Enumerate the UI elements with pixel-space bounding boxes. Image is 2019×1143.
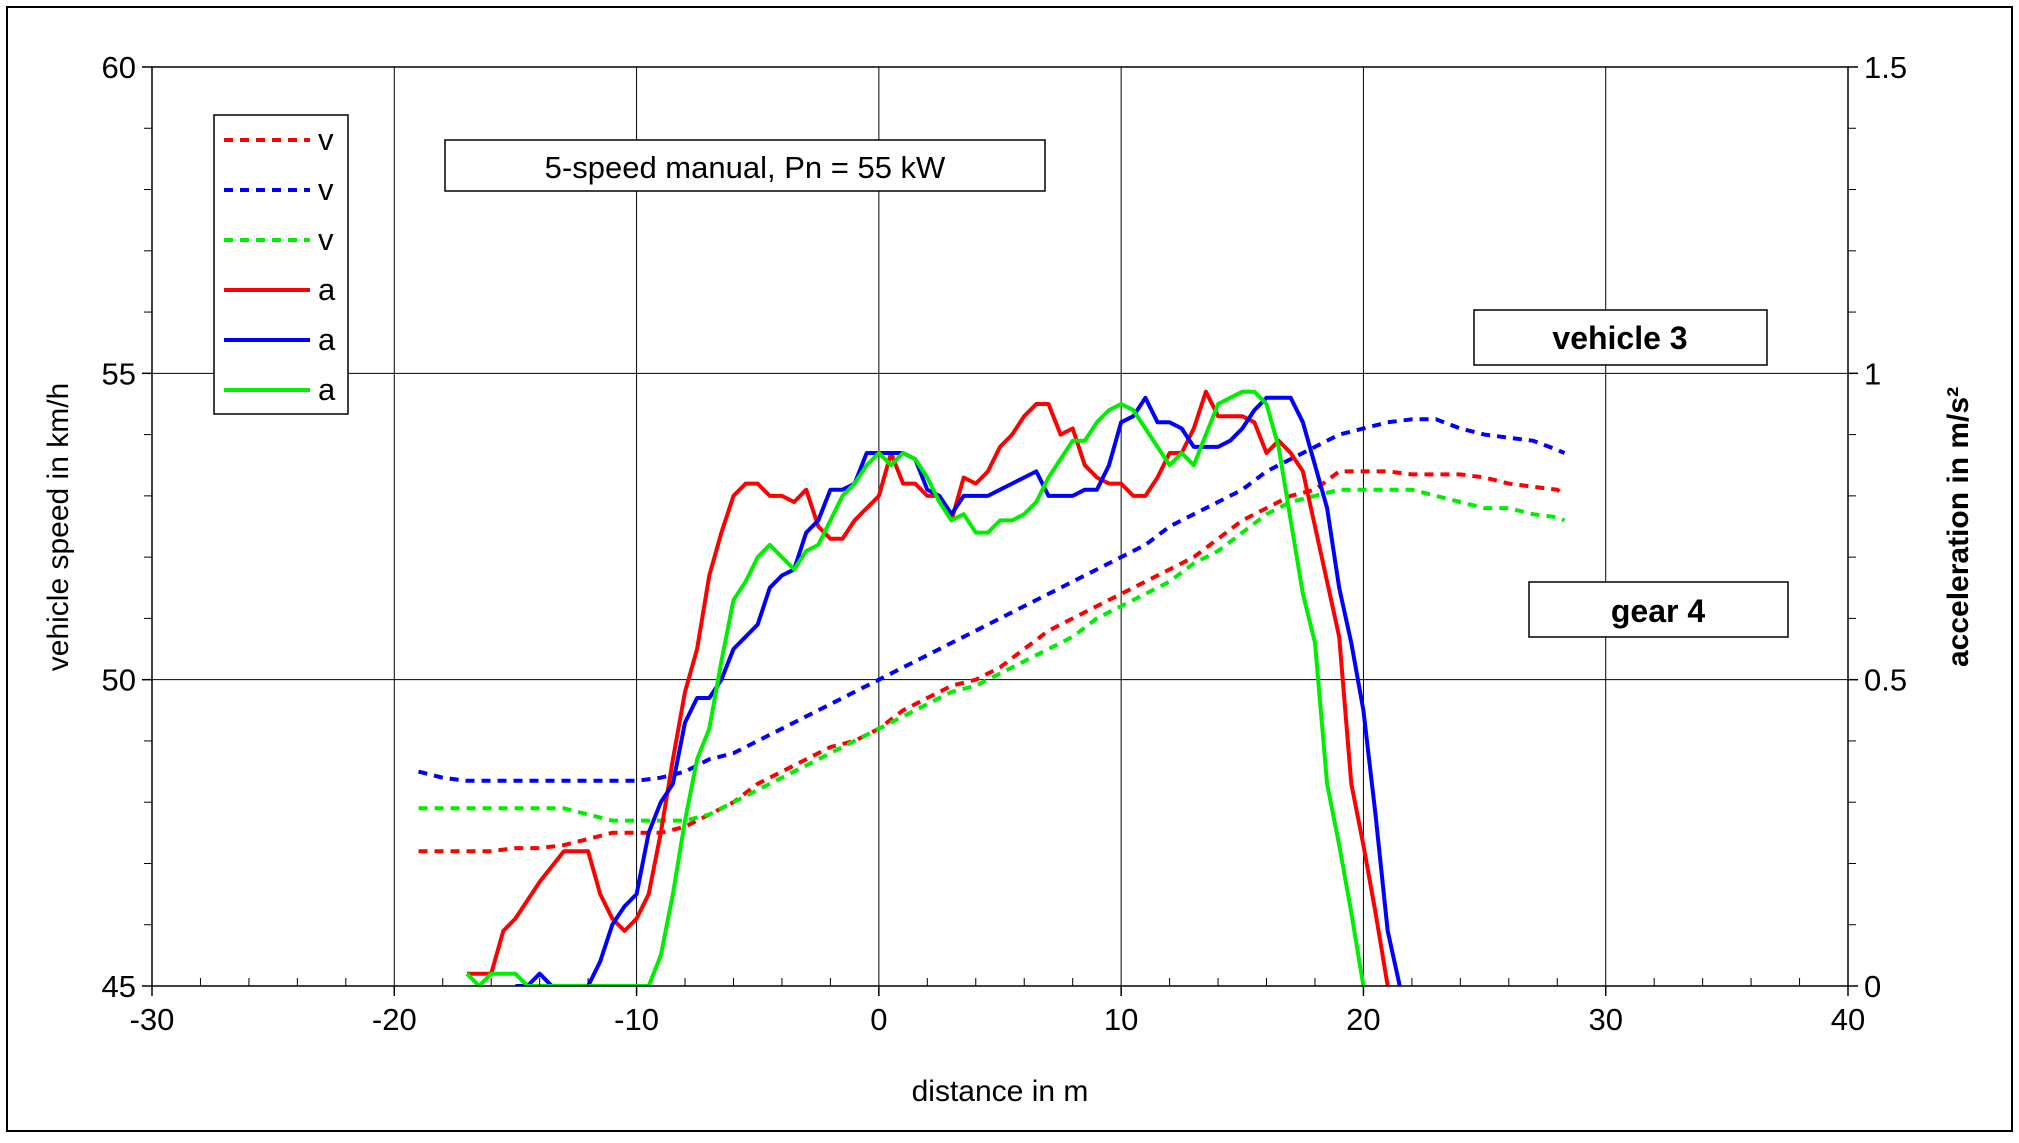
series-line-speed-0: [418, 469, 1566, 854]
grid-layer: [152, 67, 1848, 986]
y-tick-label: 50: [102, 663, 136, 698]
y2-tick-label: 0.5: [1864, 663, 1907, 698]
series-line-acceleration-5: [465, 389, 1366, 986]
x-axis-label: distance in m: [912, 1075, 1089, 1108]
y2-axis-label: acceleration in m/s²: [1942, 387, 1975, 667]
y2-tick-label: 0: [1864, 969, 1881, 1004]
legend-label: a: [318, 272, 336, 307]
x-tick-label: 40: [1831, 1002, 1865, 1037]
legend-label: a: [318, 322, 336, 357]
gear-annotation: gear 4: [1528, 581, 1789, 638]
legend-label: v: [318, 122, 334, 157]
config-annotation-box: [444, 139, 1046, 192]
y2-tick-label: 1: [1864, 356, 1881, 391]
y-tick-label: 55: [102, 356, 136, 391]
x-tick-label: 10: [1104, 1002, 1138, 1037]
series-line-speed-1: [418, 417, 1566, 783]
legend-box: [213, 114, 349, 415]
y2-tick-label: 1.5: [1864, 50, 1907, 85]
plot-frame: [151, 66, 1849, 987]
vehicle-annotation-text: vehicle 3: [1552, 320, 1687, 356]
x-tick-label: -10: [614, 1002, 659, 1037]
config-annotation-text: 5-speed manual, Pn = 55 kW: [545, 150, 946, 185]
y-tick-label: 45: [102, 969, 136, 1004]
y-axis-label: vehicle speed in km/h: [42, 383, 75, 672]
config-annotation: 5-speed manual, Pn = 55 kW: [444, 139, 1046, 192]
series-layer: [418, 389, 1566, 986]
x-tick-label: -20: [372, 1002, 417, 1037]
vehicle-annotation: vehicle 3: [1473, 309, 1768, 366]
x-tick-label: 20: [1346, 1002, 1380, 1037]
series-line-acceleration-4: [515, 395, 1402, 986]
gear-annotation-box: [1528, 581, 1789, 638]
gear-annotation-text: gear 4: [1611, 593, 1705, 629]
legend-label: a: [318, 372, 336, 407]
axis-layer: -30 -20 -10 0 10 20 30 40 45 50 55 60 0 0.5 1 1.5: [102, 50, 1908, 1037]
series-line-speed-2: [418, 487, 1566, 823]
vehicle-annotation-box: [1473, 309, 1768, 366]
legend-label: v: [318, 222, 334, 257]
x-tick-label: 30: [1588, 1002, 1622, 1037]
x-tick-label: 0: [870, 1002, 887, 1037]
x-tick-label: -30: [130, 1002, 175, 1037]
y-tick-label: 60: [102, 50, 136, 85]
legend-label: v: [318, 172, 334, 207]
